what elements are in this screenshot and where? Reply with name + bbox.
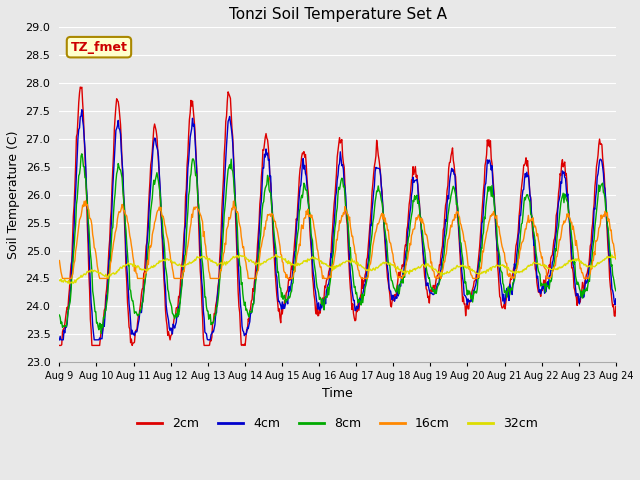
32cm — [56, 277, 63, 283]
16cm — [181, 263, 189, 269]
Line: 32cm: 32cm — [60, 254, 616, 284]
Title: Tonzi Soil Temperature Set A: Tonzi Soil Temperature Set A — [228, 7, 447, 22]
2cm — [76, 84, 84, 90]
Line: 2cm: 2cm — [60, 87, 616, 346]
Y-axis label: Soil Temperature (C): Soil Temperature (C) — [7, 131, 20, 259]
4cm — [66, 300, 74, 306]
16cm — [211, 276, 218, 281]
16cm — [423, 233, 431, 239]
8cm — [97, 331, 105, 336]
4cm — [124, 274, 131, 279]
Text: TZ_fmet: TZ_fmet — [70, 41, 127, 54]
16cm — [67, 276, 74, 281]
16cm — [124, 221, 132, 227]
4cm — [180, 246, 188, 252]
8cm — [181, 252, 189, 258]
32cm — [612, 253, 620, 259]
2cm — [66, 286, 74, 292]
Line: 8cm: 8cm — [60, 154, 616, 334]
4cm — [612, 296, 620, 302]
2cm — [209, 319, 217, 324]
16cm — [612, 256, 620, 262]
4cm — [78, 107, 86, 113]
2cm — [612, 303, 620, 309]
4cm — [56, 337, 63, 343]
X-axis label: Time: Time — [322, 387, 353, 400]
16cm — [82, 198, 90, 204]
16cm — [407, 242, 415, 248]
2cm — [124, 299, 131, 305]
4cm — [406, 209, 414, 215]
32cm — [180, 264, 188, 269]
8cm — [211, 316, 218, 322]
4cm — [209, 329, 217, 335]
8cm — [423, 269, 431, 275]
2cm — [406, 196, 414, 202]
2cm — [180, 231, 188, 237]
2cm — [56, 343, 63, 348]
8cm — [407, 217, 415, 223]
32cm — [407, 269, 415, 275]
8cm — [66, 302, 74, 308]
2cm — [422, 286, 430, 292]
8cm — [56, 312, 63, 318]
8cm — [78, 151, 86, 156]
4cm — [422, 283, 430, 288]
32cm — [272, 252, 280, 257]
32cm — [67, 280, 74, 286]
8cm — [612, 288, 620, 294]
32cm — [66, 281, 74, 287]
32cm — [423, 263, 431, 269]
8cm — [124, 263, 132, 268]
Line: 16cm: 16cm — [60, 201, 616, 278]
16cm — [59, 276, 67, 281]
Line: 4cm: 4cm — [60, 110, 616, 340]
32cm — [209, 259, 217, 265]
32cm — [124, 261, 131, 267]
16cm — [56, 258, 63, 264]
Legend: 2cm, 4cm, 8cm, 16cm, 32cm: 2cm, 4cm, 8cm, 16cm, 32cm — [132, 412, 543, 435]
